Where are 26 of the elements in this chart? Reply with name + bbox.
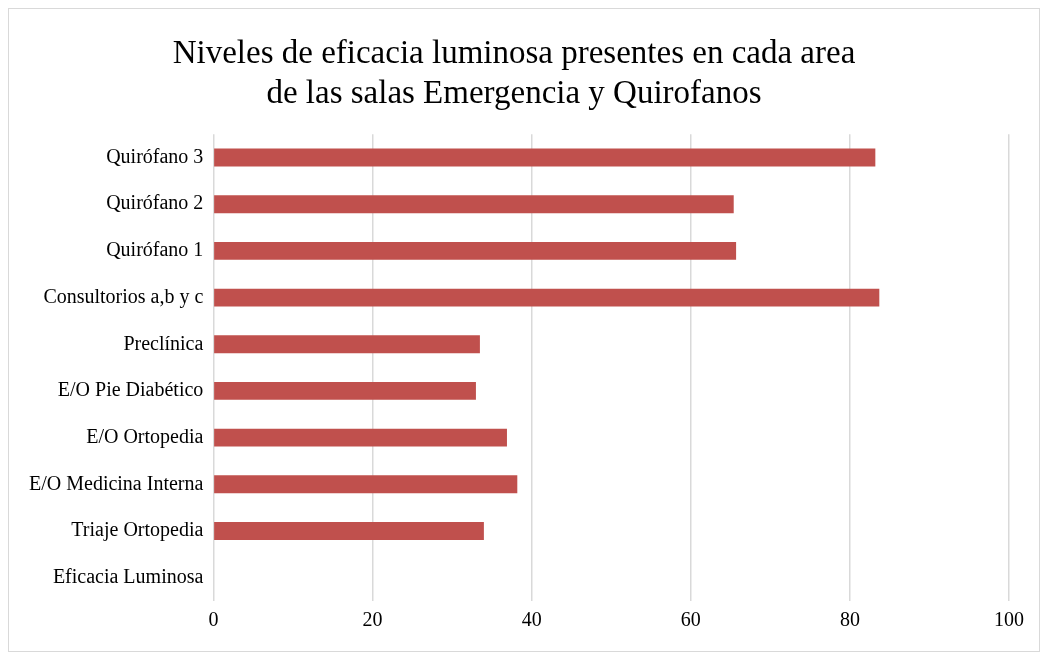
x-tick-label: 20 [362,608,383,631]
x-tick-label: 40 [521,608,542,631]
y-tick-label: Triaje Ortopedia [71,518,204,542]
bar [214,335,480,354]
y-tick-label: Quirófano 3 [106,144,204,167]
x-tick-label: 80 [839,608,860,631]
y-tick-label: Preclínica [123,331,204,354]
bar [214,428,507,447]
y-tick-label: E/O Pie Diabético [57,378,204,401]
y-tick-label: E/O Ortopedia [86,424,204,448]
y-tick-label: Quirófano 2 [106,191,204,214]
bar [214,148,876,167]
bar [214,522,484,540]
x-tick-label: 100 [994,608,1024,631]
bar [214,475,518,494]
bar [214,382,476,400]
chart-title: Niveles de eficacia luminosa presentes en cada area de las salas Emergencia y Quirofanos [172,34,856,111]
y-tick-label: Consultorios a,b y c [43,284,204,308]
x-tick-label: 60 [680,608,701,631]
bar [214,241,737,260]
x-tick-label: 0 [208,608,219,631]
bar [214,195,734,214]
y-tick-label: Eficacia Luminosa [52,564,204,587]
bar [214,288,880,307]
y-tick-label: E/O Medicina Interna [29,471,204,494]
y-tick-label: Quirófano 1 [106,238,204,261]
